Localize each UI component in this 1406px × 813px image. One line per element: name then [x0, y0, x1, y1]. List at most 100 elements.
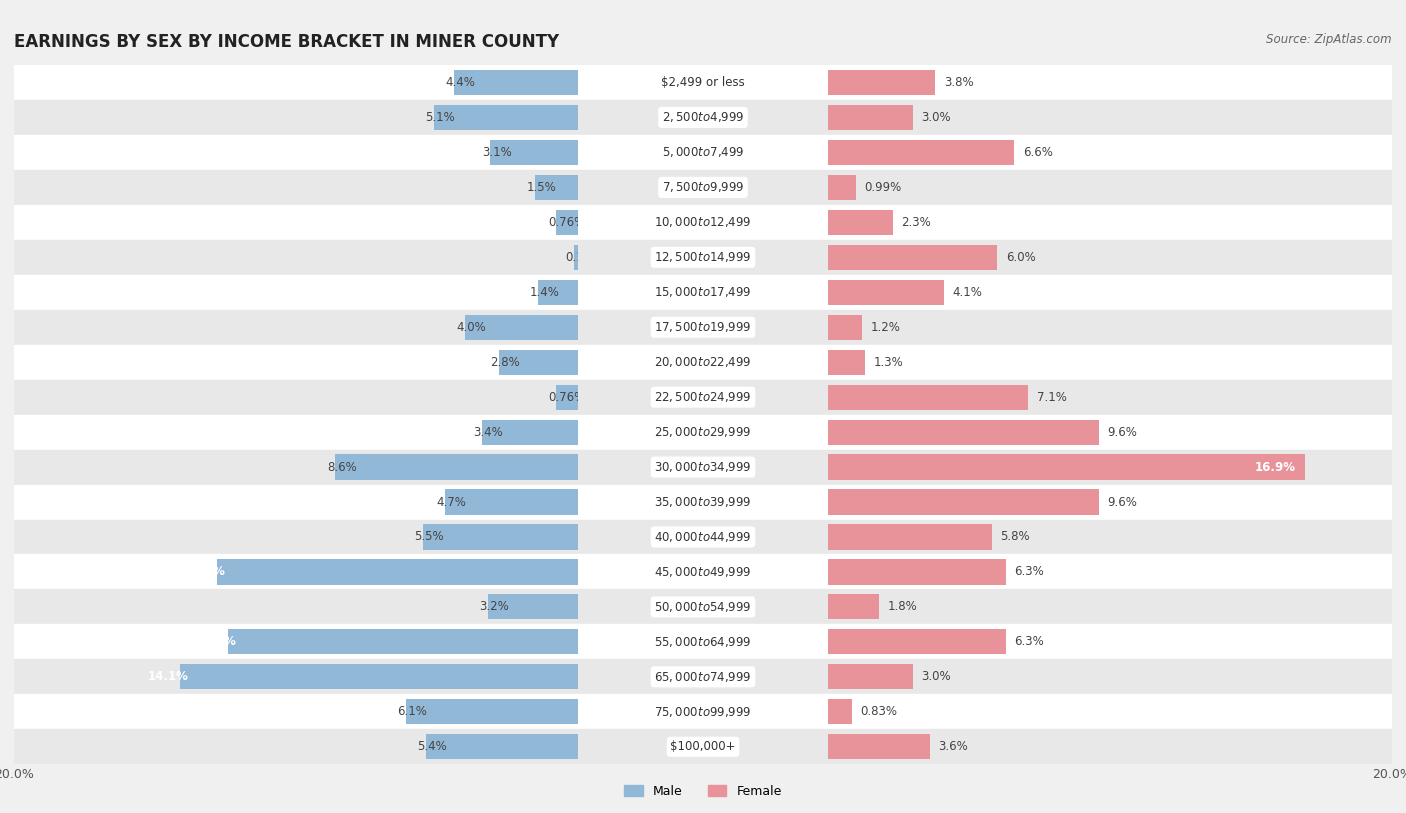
Bar — [578, 345, 828, 380]
Bar — [578, 310, 828, 345]
Bar — [14, 205, 578, 240]
Bar — [14, 485, 578, 520]
Bar — [828, 554, 1392, 589]
Bar — [828, 380, 1392, 415]
Bar — [578, 100, 828, 135]
Bar — [491, 140, 578, 165]
Text: $25,000 to $29,999: $25,000 to $29,999 — [654, 425, 752, 439]
Legend: Male, Female: Male, Female — [619, 780, 787, 802]
Bar — [446, 489, 578, 515]
Bar — [557, 385, 578, 410]
Bar — [578, 729, 828, 764]
Bar — [828, 205, 1392, 240]
Bar — [578, 415, 828, 450]
Text: $22,500 to $24,999: $22,500 to $24,999 — [654, 390, 752, 404]
Text: $50,000 to $54,999: $50,000 to $54,999 — [654, 600, 752, 614]
Bar — [828, 70, 935, 95]
Bar — [14, 135, 578, 170]
Text: Source: ZipAtlas.com: Source: ZipAtlas.com — [1267, 33, 1392, 46]
Bar — [578, 170, 828, 205]
Text: 3.2%: 3.2% — [479, 601, 509, 613]
Bar — [14, 310, 578, 345]
Bar — [499, 350, 578, 375]
Text: 12.4%: 12.4% — [195, 636, 236, 648]
Bar — [578, 65, 828, 100]
Text: EARNINGS BY SEX BY INCOME BRACKET IN MINER COUNTY: EARNINGS BY SEX BY INCOME BRACKET IN MIN… — [14, 33, 560, 50]
Bar — [574, 245, 578, 270]
Bar — [828, 350, 865, 375]
Text: $65,000 to $74,999: $65,000 to $74,999 — [654, 670, 752, 684]
Bar — [828, 485, 1392, 520]
Bar — [828, 420, 1099, 445]
Bar — [578, 694, 828, 729]
Text: $45,000 to $49,999: $45,000 to $49,999 — [654, 565, 752, 579]
Bar — [828, 589, 1392, 624]
Bar — [828, 105, 912, 130]
Bar — [828, 734, 929, 759]
Bar — [828, 699, 852, 724]
Bar — [578, 520, 828, 554]
Bar — [14, 345, 578, 380]
Text: 6.6%: 6.6% — [1022, 146, 1053, 159]
Bar — [14, 694, 578, 729]
Text: $15,000 to $17,499: $15,000 to $17,499 — [654, 285, 752, 299]
Bar — [423, 524, 578, 550]
Bar — [578, 659, 828, 694]
Text: $2,500 to $4,999: $2,500 to $4,999 — [662, 111, 744, 124]
Bar — [828, 310, 1392, 345]
Text: 4.4%: 4.4% — [446, 76, 475, 89]
Bar — [14, 380, 578, 415]
Bar — [828, 280, 943, 305]
Bar — [406, 699, 578, 724]
Bar — [14, 554, 578, 589]
Bar — [14, 450, 578, 485]
Bar — [454, 70, 578, 95]
Bar — [828, 175, 856, 200]
Bar — [828, 65, 1392, 100]
Text: 16.9%: 16.9% — [1256, 461, 1296, 473]
Bar — [482, 420, 578, 445]
Text: 3.6%: 3.6% — [938, 741, 967, 753]
Text: $17,500 to $19,999: $17,500 to $19,999 — [654, 320, 752, 334]
Text: 6.3%: 6.3% — [1014, 636, 1045, 648]
Bar — [828, 664, 912, 689]
Bar — [14, 624, 578, 659]
Bar — [828, 659, 1392, 694]
Bar — [828, 520, 1392, 554]
Bar — [180, 664, 578, 689]
Text: 1.4%: 1.4% — [530, 286, 560, 298]
Text: 0.99%: 0.99% — [865, 181, 901, 193]
Bar — [434, 105, 578, 130]
Text: 6.0%: 6.0% — [1005, 251, 1036, 263]
Bar — [828, 245, 997, 270]
Bar — [14, 589, 578, 624]
Bar — [828, 559, 1005, 585]
Text: 1.3%: 1.3% — [873, 356, 903, 368]
Text: $35,000 to $39,999: $35,000 to $39,999 — [654, 495, 752, 509]
Text: 5.4%: 5.4% — [418, 741, 447, 753]
Bar — [578, 589, 828, 624]
Text: 0.83%: 0.83% — [860, 706, 897, 718]
Bar — [828, 415, 1392, 450]
Text: 3.0%: 3.0% — [921, 671, 950, 683]
Bar — [828, 385, 1028, 410]
Bar — [14, 100, 578, 135]
Bar — [14, 240, 578, 275]
Text: 6.1%: 6.1% — [398, 706, 427, 718]
Text: 14.1%: 14.1% — [148, 671, 188, 683]
Bar — [828, 624, 1392, 659]
Text: 5.5%: 5.5% — [415, 531, 444, 543]
Bar — [14, 659, 578, 694]
Bar — [578, 624, 828, 659]
Bar — [828, 240, 1392, 275]
Text: 3.8%: 3.8% — [943, 76, 973, 89]
Text: 7.1%: 7.1% — [1036, 391, 1067, 403]
Bar — [578, 275, 828, 310]
Bar — [538, 280, 578, 305]
Text: 3.1%: 3.1% — [482, 146, 512, 159]
Text: 1.5%: 1.5% — [527, 181, 557, 193]
Text: 4.1%: 4.1% — [952, 286, 983, 298]
Bar — [828, 729, 1392, 764]
Bar — [557, 210, 578, 235]
Bar — [336, 454, 578, 480]
